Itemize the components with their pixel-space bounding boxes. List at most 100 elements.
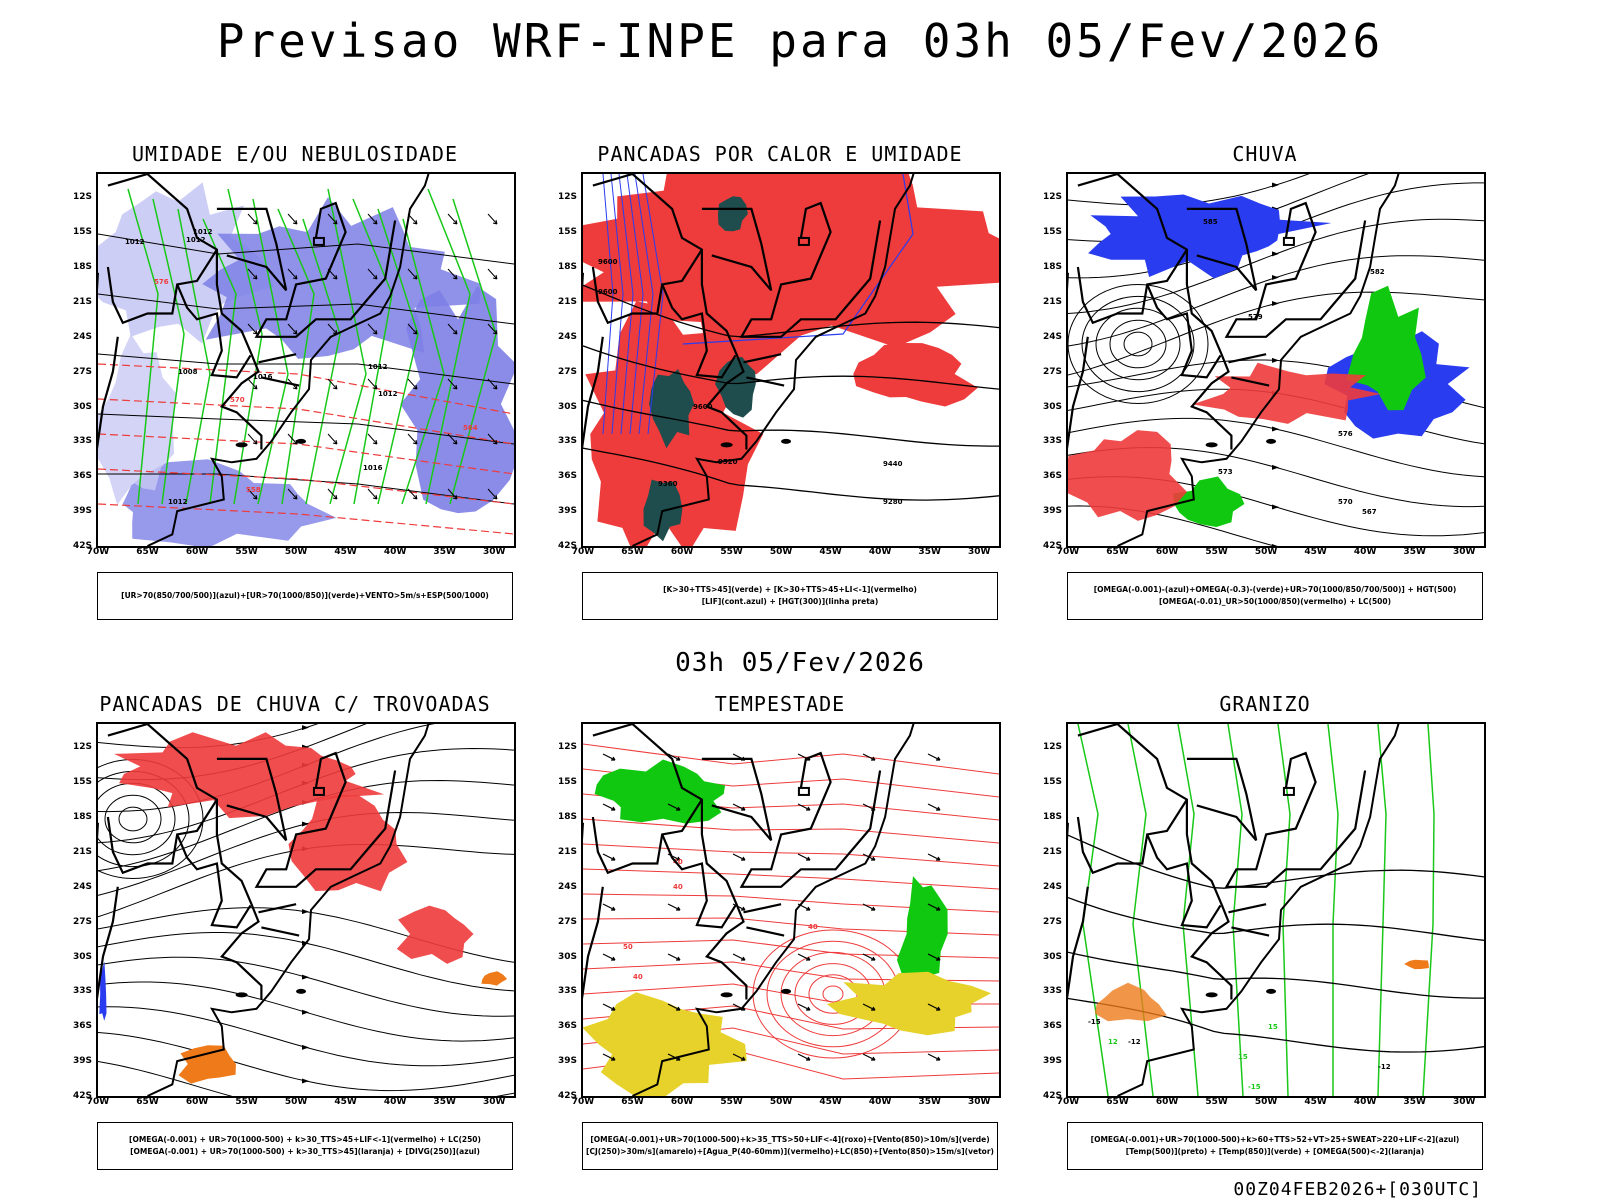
lat-tick-label: 42S xyxy=(72,541,92,551)
wind-vector xyxy=(862,853,876,861)
wind-vector xyxy=(287,213,298,225)
lon-tick-label: 50W xyxy=(284,1097,308,1107)
contour-label: 15 xyxy=(1268,1023,1278,1031)
contour-label: 1012 xyxy=(368,363,388,371)
lon-tick-label: 30W xyxy=(967,547,991,557)
wind-vector xyxy=(732,1053,746,1061)
lon-axis: 70W 65W 60W 55W 50W 45W 40W 35W 30W xyxy=(572,1097,1001,1111)
contour-label: 1016 xyxy=(363,464,383,472)
lat-tick-label: 39S xyxy=(72,1056,92,1067)
lagoon xyxy=(781,438,792,444)
wind-vector xyxy=(287,488,298,500)
state-border xyxy=(258,353,297,364)
streamline-arrow xyxy=(302,974,309,980)
state-border xyxy=(583,886,604,1000)
streamline-arrow xyxy=(302,1078,309,1084)
map-plot: -15 -12 -12 15 15 -15 12 xyxy=(1068,724,1484,1096)
temperature-850-contour xyxy=(1377,724,1387,1096)
state-border xyxy=(176,833,252,929)
lat-tick-label: 12S xyxy=(557,742,577,753)
lagoon xyxy=(235,992,248,998)
state-border xyxy=(1076,799,1188,875)
lagoon xyxy=(1266,988,1277,994)
lon-tick-label: 70W xyxy=(86,1097,110,1107)
lat-tick-label: 36S xyxy=(557,1021,577,1032)
humidity-low-levels-contour xyxy=(127,188,159,505)
state-border xyxy=(216,207,288,292)
state-border xyxy=(743,353,782,364)
lon-axis: 70W 65W 60W 55W 50W 45W 40W 35W 30W xyxy=(572,547,1001,561)
lat-tick-label: 15S xyxy=(1042,227,1062,238)
lagoon xyxy=(235,442,248,448)
wind-vector xyxy=(447,488,458,500)
state-border xyxy=(1228,353,1267,364)
convective-area xyxy=(178,1045,236,1084)
rain-area xyxy=(1068,430,1187,521)
lon-axis: 70W 65W 60W 55W 50W 45W 40W 35W 30W xyxy=(87,547,516,561)
main-title: Previsao WRF-INPE para 03h 05/Fev/2026 xyxy=(216,14,1384,68)
panel-pancadas-calor: PANCADAS POR CALOR E UMIDADE 12S 15S 18S 21… xyxy=(545,142,1015,622)
lat-tick-label: 30S xyxy=(557,401,577,412)
streamline xyxy=(98,1006,514,1067)
wind-vector xyxy=(862,753,876,761)
lon-tick-label: 40W xyxy=(1353,1097,1377,1107)
coastline-east xyxy=(147,174,430,546)
streamline-arrow xyxy=(302,821,309,827)
lat-axis: 12S 15S 18S 21S 24S 27S 30S 33S 36S 39S 42S xyxy=(545,722,579,1101)
circulation-contour xyxy=(118,806,148,832)
lifted-index-contour xyxy=(682,174,914,345)
streamline-arrow xyxy=(1272,504,1279,510)
circulation-contour xyxy=(98,782,176,856)
lat-tick-label: 21S xyxy=(72,846,92,857)
lon-tick-label: 50W xyxy=(769,1097,793,1107)
contour-label: 1012 xyxy=(378,390,398,398)
lon-tick-label: 65W xyxy=(621,547,644,557)
lat-tick-label: 15S xyxy=(557,227,577,238)
contour-label: 585 xyxy=(1203,218,1218,226)
contour-label: 9600 xyxy=(598,258,618,266)
state-border xyxy=(592,174,748,450)
state-border xyxy=(743,903,782,914)
panel-trovoadas: PANCADAS DE CHUVA C/ TROVOADAS 12S 15S 18S… xyxy=(60,692,530,1172)
lat-tick-label: 15S xyxy=(1042,777,1062,788)
federal-district xyxy=(1282,236,1295,246)
lon-tick-label: 40W xyxy=(868,547,892,557)
streamline xyxy=(98,1061,514,1096)
lat-tick-label: 24S xyxy=(1042,331,1062,342)
wind-vector xyxy=(602,753,616,761)
height-contour xyxy=(583,447,999,501)
lagoon xyxy=(1266,438,1277,444)
wind-vector xyxy=(447,323,458,335)
contour-label: 579 xyxy=(1248,313,1263,321)
wind-vector xyxy=(487,378,498,390)
panel-title: TEMPESTADE xyxy=(714,692,846,716)
wind-vector xyxy=(732,853,746,861)
wind-vector xyxy=(797,903,811,911)
lat-tick-label: 33S xyxy=(1042,436,1062,447)
state-border xyxy=(1146,283,1222,379)
streamline-arrow xyxy=(1272,544,1278,546)
wind-vector xyxy=(602,853,616,861)
streamline-arrow xyxy=(302,1009,309,1015)
lon-tick-label: 45W xyxy=(1304,1097,1327,1107)
wind-vector xyxy=(247,488,258,500)
contour-label: 582 xyxy=(1370,268,1385,276)
legend-box: [OMEGA(-0.001) + UR>70(1000-500) + k>30_… xyxy=(97,1122,513,1170)
wind-vector xyxy=(732,803,746,811)
lat-tick-label: 21S xyxy=(1042,846,1062,857)
lon-tick-label: 45W xyxy=(334,1097,357,1107)
state-border xyxy=(106,249,218,325)
lon-tick-label: 30W xyxy=(1452,1097,1476,1107)
lat-tick-label: 24S xyxy=(557,331,577,342)
lat-tick-label: 36S xyxy=(557,471,577,482)
humidity-low-levels-contour xyxy=(177,208,211,505)
wind-vector xyxy=(667,953,681,961)
lon-tick-label: 50W xyxy=(1254,547,1278,557)
state-border xyxy=(739,201,882,338)
pressure-contour xyxy=(98,233,514,265)
contour-label: 40 xyxy=(808,923,818,931)
map-frame: 40 40 50 40 40 xyxy=(581,722,1001,1098)
wind-vector xyxy=(447,378,458,390)
lon-tick-label: 40W xyxy=(383,547,407,557)
lon-tick-label: 35W xyxy=(918,547,941,557)
